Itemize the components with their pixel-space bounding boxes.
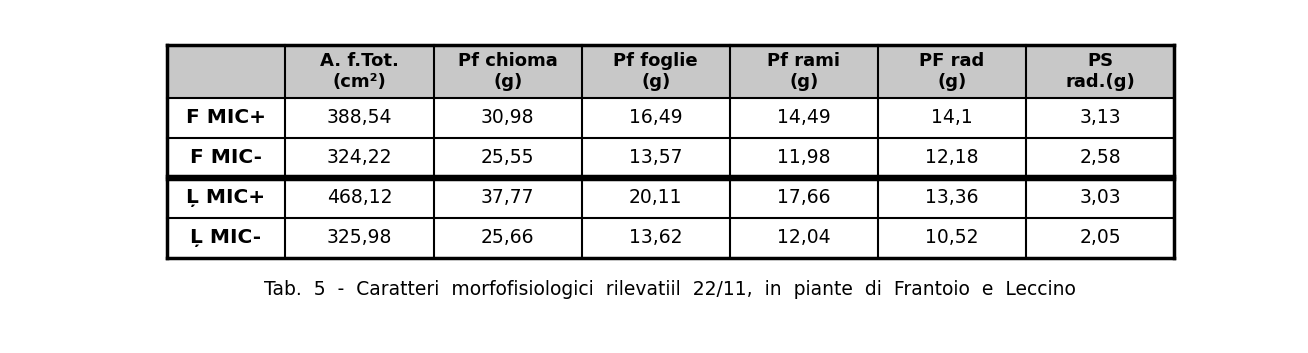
- Text: 13,36: 13,36: [925, 189, 978, 208]
- Text: 25,66: 25,66: [481, 228, 535, 247]
- Text: 10,52: 10,52: [925, 228, 978, 247]
- Text: Ļ MIC+: Ļ MIC+: [187, 189, 266, 208]
- Text: 16,49: 16,49: [629, 108, 683, 127]
- Text: 37,77: 37,77: [481, 189, 535, 208]
- Text: PS
rad.(g): PS rad.(g): [1065, 52, 1135, 91]
- Text: 25,55: 25,55: [481, 148, 535, 167]
- Text: 20,11: 20,11: [629, 189, 683, 208]
- Text: Pf rami
(g): Pf rami (g): [768, 52, 840, 91]
- Text: 2,05: 2,05: [1079, 228, 1121, 247]
- Text: Pf foglie
(g): Pf foglie (g): [613, 52, 698, 91]
- Text: 325,98: 325,98: [327, 228, 392, 247]
- Text: Pf chioma
(g): Pf chioma (g): [458, 52, 557, 91]
- Text: 13,57: 13,57: [629, 148, 683, 167]
- Text: 388,54: 388,54: [327, 108, 392, 127]
- Text: 14,49: 14,49: [777, 108, 831, 127]
- Text: 2,58: 2,58: [1079, 148, 1121, 167]
- Text: 468,12: 468,12: [327, 189, 392, 208]
- Text: 12,04: 12,04: [777, 228, 831, 247]
- Text: 3,13: 3,13: [1079, 108, 1121, 127]
- Text: F MIC+: F MIC+: [186, 108, 266, 127]
- Text: F MIC-: F MIC-: [190, 148, 262, 167]
- Text: A. f.Tot.
(cm²): A. f.Tot. (cm²): [320, 52, 399, 91]
- Text: 324,22: 324,22: [327, 148, 392, 167]
- Text: PF rad
(g): PF rad (g): [920, 52, 985, 91]
- Text: 14,1: 14,1: [931, 108, 973, 127]
- Text: Ļ MIC-: Ļ MIC-: [191, 228, 262, 247]
- Text: 13,62: 13,62: [629, 228, 683, 247]
- Text: 12,18: 12,18: [925, 148, 978, 167]
- Text: 3,03: 3,03: [1079, 189, 1121, 208]
- Text: 17,66: 17,66: [777, 189, 831, 208]
- Text: 11,98: 11,98: [777, 148, 831, 167]
- Text: Tab.  5  -  Caratteri  morfofisiologici  rilevatiil  22/11,  in  piante  di  Fra: Tab. 5 - Caratteri morfofisiologici rile…: [264, 280, 1076, 299]
- Text: 30,98: 30,98: [481, 108, 535, 127]
